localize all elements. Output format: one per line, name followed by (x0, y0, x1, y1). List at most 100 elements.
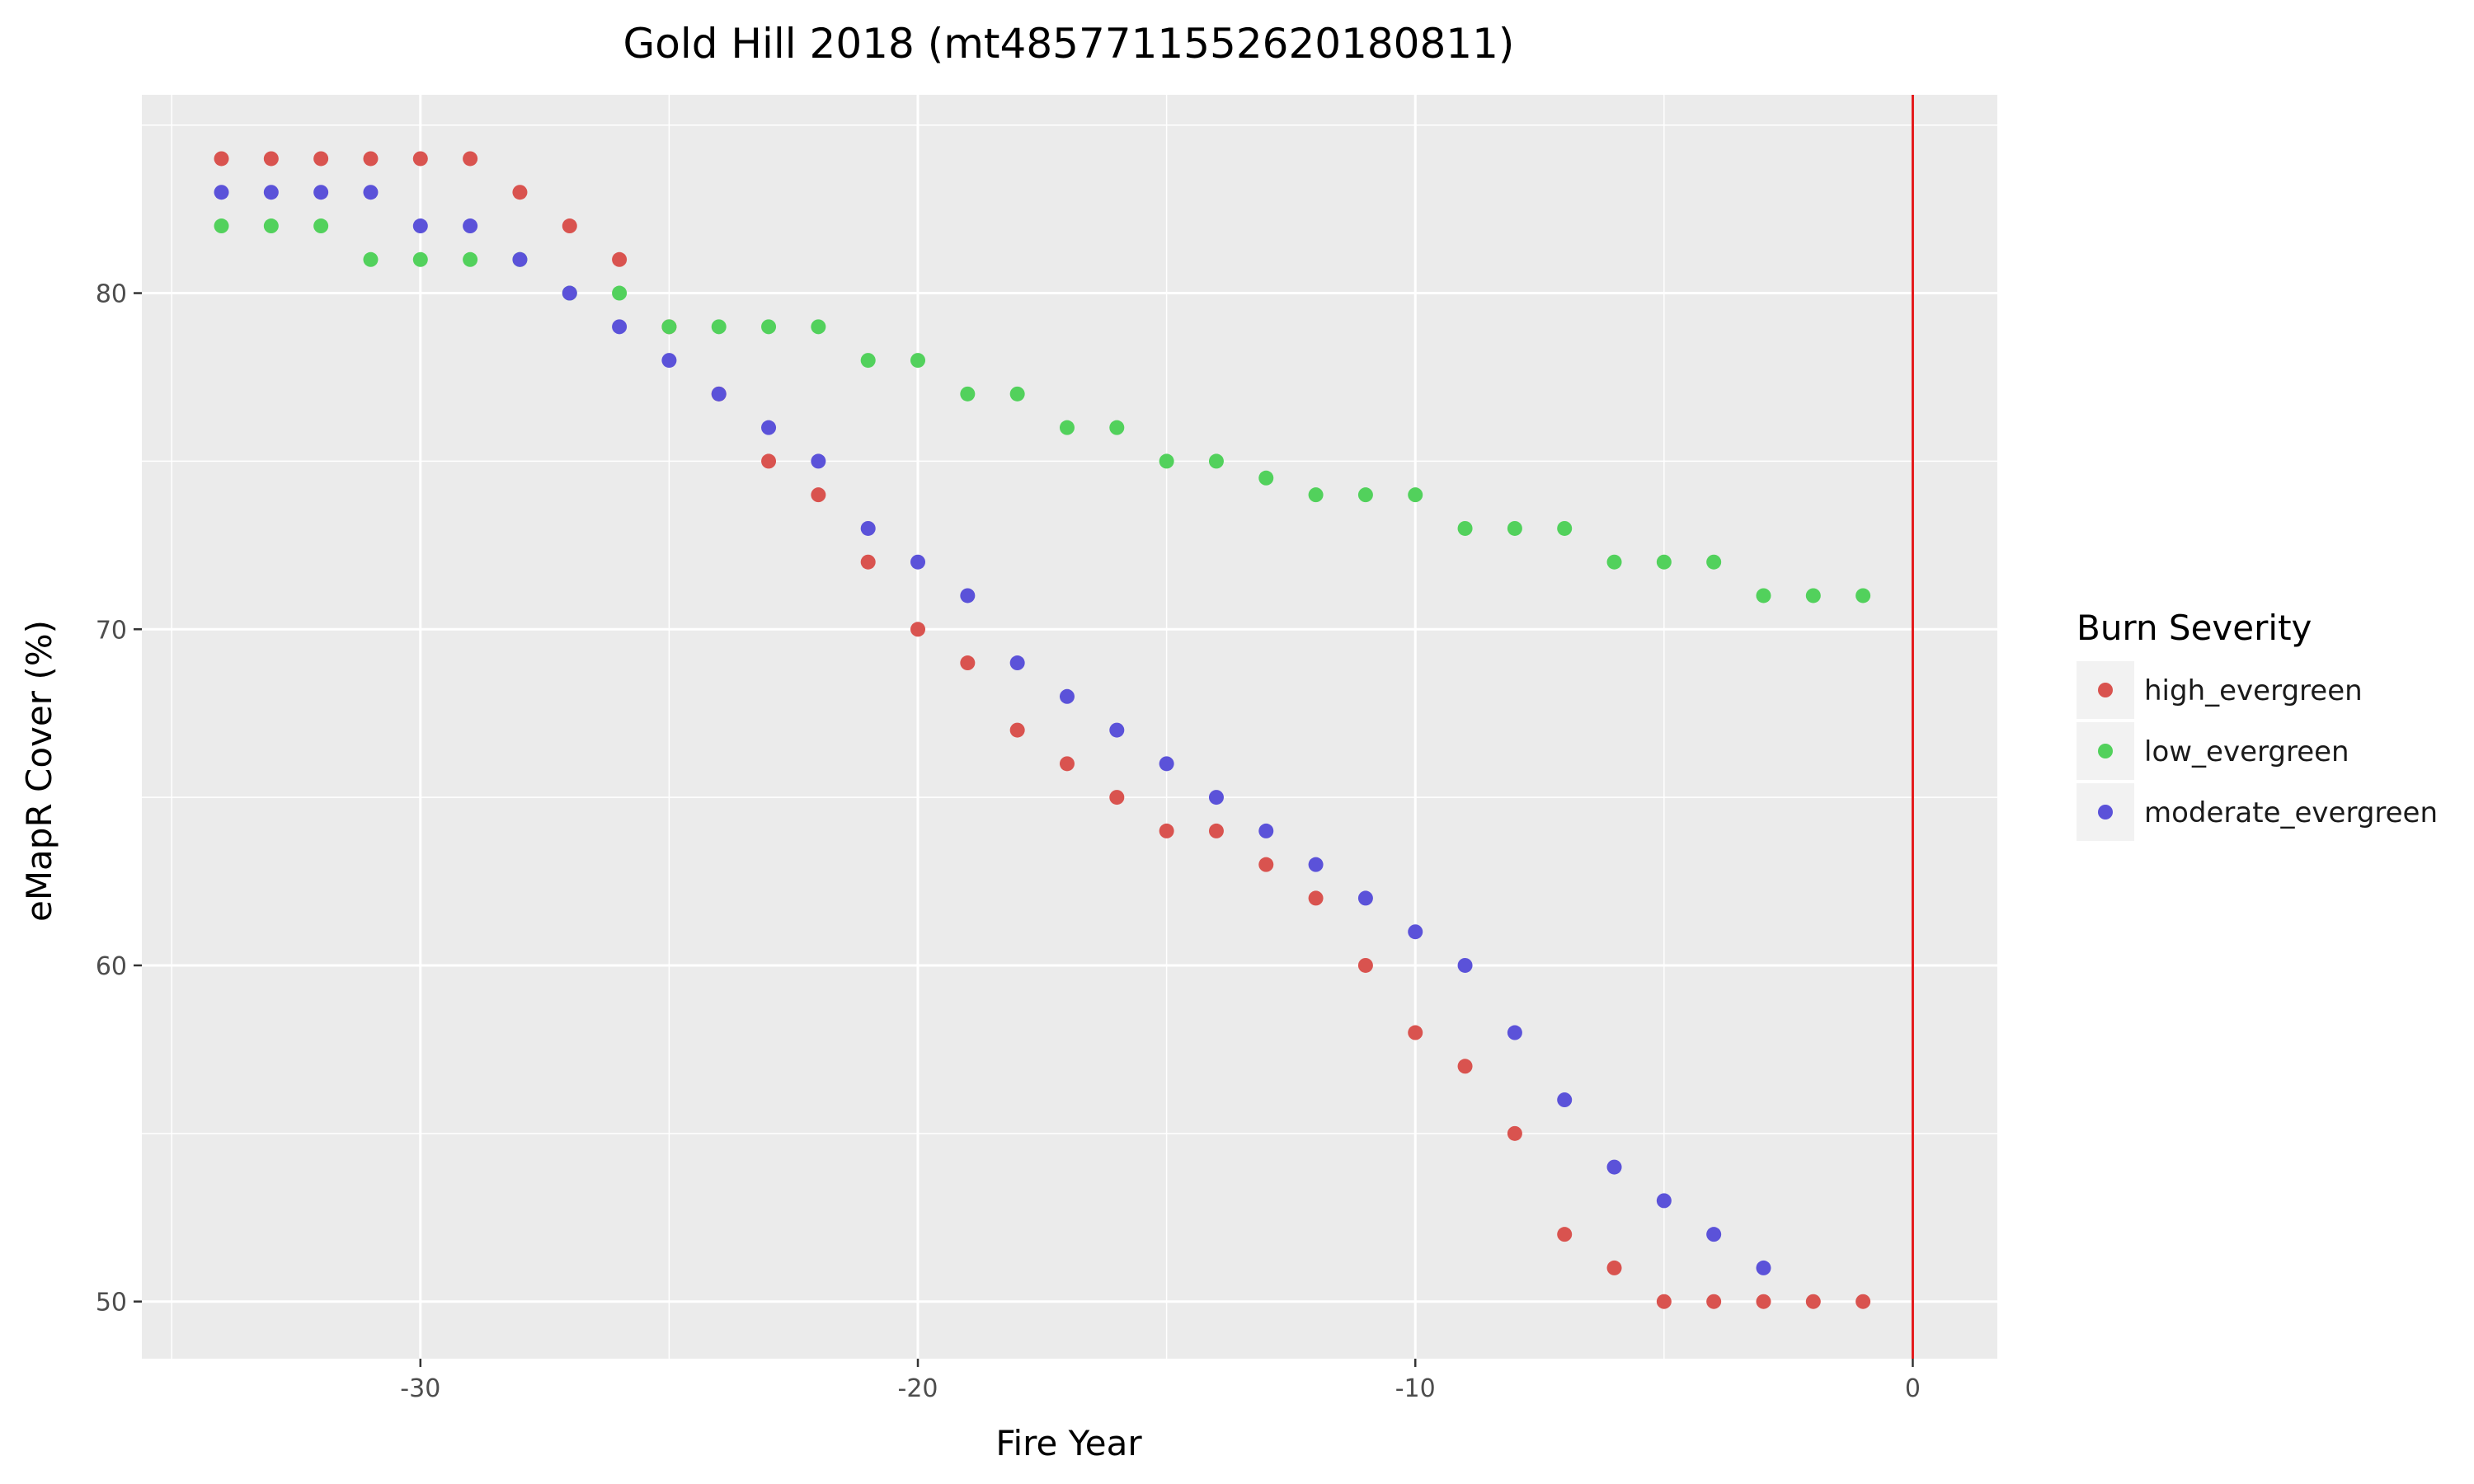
data-point (1208, 453, 1224, 469)
data-point (1109, 722, 1125, 738)
data-point (214, 218, 229, 234)
data-point (263, 185, 279, 200)
data-point (512, 251, 528, 267)
data-point (711, 319, 727, 335)
data-point (1507, 520, 1522, 536)
data-point (1159, 823, 1174, 838)
data-point (1856, 588, 1871, 603)
series-low-evergreen (214, 218, 1871, 603)
legend-items: high_evergreen low_evergreen moderate_ever… (2077, 661, 2438, 841)
data-point (1856, 1294, 1871, 1309)
data-point (1656, 554, 1672, 570)
y-tick-label: 80 (96, 280, 127, 309)
data-point (1507, 1025, 1522, 1040)
data-point (313, 218, 329, 234)
data-point (960, 655, 976, 671)
data-point (761, 453, 777, 469)
data-points (214, 151, 1871, 1309)
x-tick-label: -10 (1395, 1374, 1436, 1403)
data-point (412, 251, 428, 267)
data-point (661, 319, 677, 335)
x-axis-title: Fire Year (995, 1423, 1142, 1463)
data-point (1109, 420, 1125, 435)
data-point (363, 151, 379, 167)
x-tick-label: -20 (898, 1374, 938, 1403)
data-point (1059, 420, 1075, 435)
data-point (1308, 487, 1324, 503)
data-point (1009, 722, 1025, 738)
data-point (811, 319, 826, 335)
data-point (412, 151, 428, 167)
data-point (811, 487, 826, 503)
legend-key-point (2098, 744, 2113, 758)
data-point (1706, 554, 1722, 570)
data-point (661, 353, 677, 369)
chart-title: Gold Hill 2018 (mt4857711552620180811) (623, 20, 1515, 68)
data-point (910, 622, 926, 637)
y-axis-title: eMapR Cover (%) (19, 620, 59, 922)
data-point (1258, 857, 1274, 872)
data-point (263, 151, 279, 167)
data-point (1606, 1159, 1622, 1175)
y-tick-label: 70 (96, 616, 127, 645)
data-point (811, 453, 826, 469)
data-point (1656, 1193, 1672, 1209)
data-point (562, 285, 577, 301)
data-point (1357, 957, 1373, 973)
data-point (463, 251, 478, 267)
data-point (1408, 924, 1423, 940)
data-point (960, 386, 976, 402)
data-point (1457, 520, 1473, 536)
data-point (1457, 957, 1473, 973)
data-point (562, 218, 577, 234)
legend: Burn Severity high_evergreen low_evergree… (2077, 608, 2438, 841)
data-point (1308, 890, 1324, 906)
legend-item: low_evergreen (2077, 722, 2349, 780)
y-tick-label: 50 (96, 1289, 127, 1317)
data-point (1805, 1294, 1821, 1309)
data-point (313, 185, 329, 200)
x-tick-label: -30 (400, 1374, 440, 1403)
data-point (761, 319, 777, 335)
data-point (463, 218, 478, 234)
data-point (463, 151, 478, 167)
data-point (1159, 756, 1174, 772)
data-point (1706, 1294, 1722, 1309)
data-point (860, 520, 876, 536)
data-point (1557, 1227, 1573, 1242)
data-point (1507, 1125, 1522, 1141)
data-point (1756, 1294, 1771, 1309)
data-point (263, 218, 279, 234)
legend-item: moderate_evergreen (2077, 783, 2438, 841)
legend-key-point (2098, 805, 2113, 819)
data-point (1109, 790, 1125, 805)
data-point (412, 218, 428, 234)
data-point (1408, 487, 1423, 503)
minor-gridlines (142, 95, 1997, 1359)
data-point (711, 386, 727, 402)
data-point (1208, 823, 1224, 838)
data-point (612, 285, 628, 301)
y-axis-ticks: 50 60 70 80 (96, 280, 142, 1317)
series-moderate-evergreen (214, 185, 1771, 1275)
data-point (214, 151, 229, 167)
data-point (1258, 823, 1274, 838)
data-point (1557, 1092, 1573, 1108)
x-axis-ticks: -30 -20 -10 0 (400, 1359, 1921, 1403)
data-point (313, 151, 329, 167)
data-point (1656, 1294, 1672, 1309)
data-point (612, 251, 628, 267)
data-point (1059, 688, 1075, 704)
data-point (910, 554, 926, 570)
y-tick-label: 60 (96, 952, 127, 981)
data-point (1408, 1025, 1423, 1040)
legend-label: low_evergreen (2144, 735, 2349, 768)
x-tick-label: 0 (1905, 1374, 1921, 1403)
legend-label: high_evergreen (2144, 674, 2363, 707)
data-point (1159, 453, 1174, 469)
data-point (1805, 588, 1821, 603)
data-point (1457, 1059, 1473, 1074)
data-point (1606, 554, 1622, 570)
